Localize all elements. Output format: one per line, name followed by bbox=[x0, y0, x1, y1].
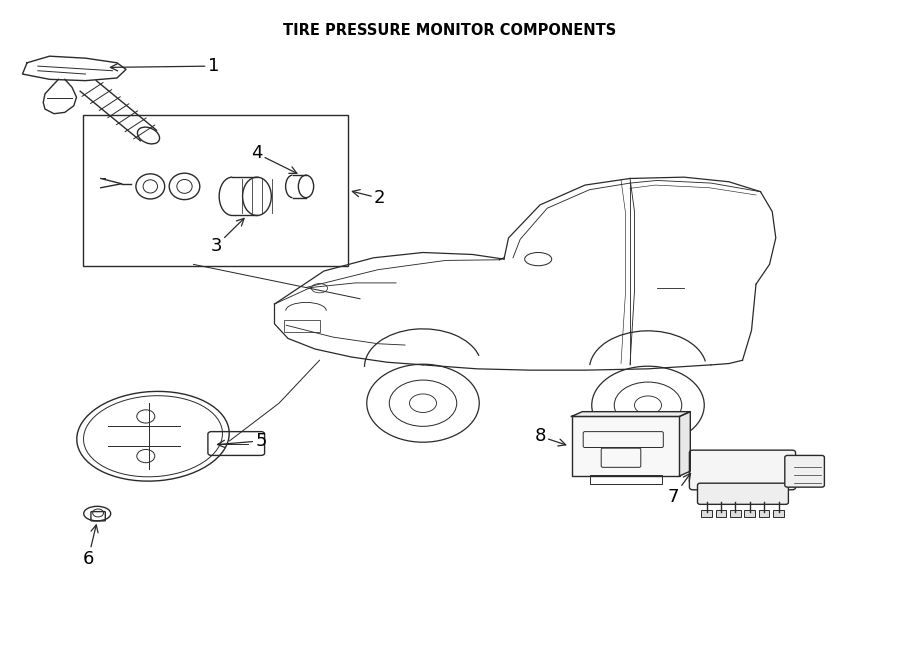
Bar bbox=[284, 320, 320, 332]
Bar bbox=[759, 510, 769, 517]
Text: 2: 2 bbox=[353, 189, 385, 208]
Bar bbox=[773, 510, 784, 517]
Bar bbox=[83, 115, 348, 266]
Text: 5: 5 bbox=[218, 432, 266, 450]
Text: 8: 8 bbox=[535, 427, 566, 446]
Bar bbox=[572, 416, 680, 476]
Bar bbox=[701, 510, 712, 517]
Bar bbox=[730, 510, 741, 517]
Text: 3: 3 bbox=[211, 218, 244, 255]
FancyBboxPatch shape bbox=[689, 450, 796, 490]
Text: 7: 7 bbox=[668, 473, 690, 506]
FancyBboxPatch shape bbox=[698, 483, 788, 504]
Bar bbox=[716, 510, 726, 517]
Bar bbox=[744, 510, 755, 517]
FancyBboxPatch shape bbox=[785, 455, 824, 487]
Text: 4: 4 bbox=[251, 144, 297, 173]
Text: 1: 1 bbox=[111, 57, 219, 75]
Text: TIRE PRESSURE MONITOR COMPONENTS: TIRE PRESSURE MONITOR COMPONENTS bbox=[284, 23, 616, 38]
Polygon shape bbox=[572, 412, 690, 416]
Bar bbox=[590, 475, 662, 484]
Text: 6: 6 bbox=[83, 525, 98, 568]
Polygon shape bbox=[680, 412, 690, 476]
